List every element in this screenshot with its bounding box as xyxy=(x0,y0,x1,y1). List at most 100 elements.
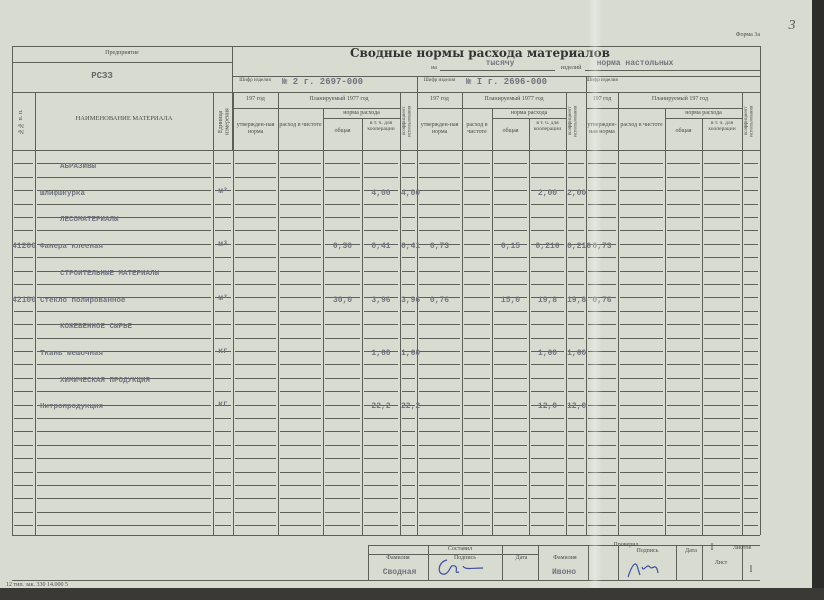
cell-value: 0,41 xyxy=(401,242,421,251)
rule-line xyxy=(667,391,700,392)
rule-line xyxy=(744,418,758,419)
checked-surname-label: Фамилия xyxy=(553,555,577,561)
rule-line xyxy=(37,324,211,325)
rule-line xyxy=(235,311,276,312)
code-label: Шифр изделия xyxy=(423,78,456,83)
rule-line xyxy=(667,445,700,446)
rule-line xyxy=(325,177,360,178)
rule-line xyxy=(531,297,564,298)
rule-line xyxy=(531,163,564,164)
rule-line xyxy=(280,351,321,352)
rule-line xyxy=(531,525,564,526)
rule-line xyxy=(215,257,231,258)
rule-line xyxy=(568,311,584,312)
rule-line xyxy=(325,472,360,473)
rule-line xyxy=(280,405,321,406)
rule-line xyxy=(667,177,700,178)
rule-line xyxy=(464,431,490,432)
unit-value xyxy=(214,321,232,331)
column-divider xyxy=(12,46,13,535)
rule-line xyxy=(402,271,415,272)
rule-line xyxy=(402,351,415,352)
rule-line xyxy=(14,217,33,218)
rule-line xyxy=(492,118,566,119)
rule-line xyxy=(464,284,490,285)
rule-line xyxy=(364,217,398,218)
rule-line xyxy=(419,190,460,191)
rule-line xyxy=(464,204,490,205)
rule-line xyxy=(531,244,564,245)
cell-value: 0,15 xyxy=(500,242,521,251)
rule-line xyxy=(325,204,360,205)
rule-line xyxy=(568,364,584,365)
cell-value: 22,2 xyxy=(371,402,391,411)
rule-line xyxy=(280,525,321,526)
rule-line xyxy=(215,244,231,245)
column-divider xyxy=(676,545,677,580)
rule-line xyxy=(620,311,663,312)
column-divider xyxy=(417,92,418,535)
rule-line xyxy=(464,324,490,325)
rule-line xyxy=(568,257,584,258)
column-divider xyxy=(586,92,587,535)
material-name: Нитропродукция xyxy=(40,403,104,411)
rule-line xyxy=(568,297,584,298)
rule-line xyxy=(215,271,231,272)
rule-line xyxy=(620,458,663,459)
rule-line xyxy=(568,244,584,245)
rule-line xyxy=(215,324,231,325)
column-divider xyxy=(588,545,589,580)
rule-line xyxy=(568,271,584,272)
rule-line xyxy=(620,284,663,285)
rule-line xyxy=(215,405,231,406)
section-heading: КОЖЕВЕННОЕ СЫРЬЕ xyxy=(60,323,133,331)
column-divider xyxy=(213,92,214,535)
rule-line xyxy=(464,217,490,218)
section-heading: СТРОИТЕЛЬНЫЕ МАТЕРИАЛЫ xyxy=(60,270,160,278)
rule-line xyxy=(704,257,740,258)
rule-line xyxy=(531,418,564,419)
rule-line xyxy=(325,445,360,446)
column-divider xyxy=(428,545,429,580)
sheets-label: Листов xyxy=(722,545,762,553)
rule-line xyxy=(704,472,740,473)
rule-line xyxy=(620,418,663,419)
rule-line xyxy=(402,163,415,164)
rule-line xyxy=(215,311,231,312)
product-code: № I г. 2696-000 xyxy=(466,77,548,87)
signature-checked xyxy=(620,555,675,580)
rule-line xyxy=(744,445,758,446)
rule-line xyxy=(14,498,33,499)
rule-line xyxy=(494,297,527,298)
rule-line xyxy=(14,378,33,379)
column-divider xyxy=(323,108,324,535)
rule-line xyxy=(667,163,700,164)
cell-value: 22,2 xyxy=(401,402,421,411)
rule-line xyxy=(37,271,211,272)
rule-line xyxy=(620,297,663,298)
rule-line xyxy=(667,297,700,298)
rule-line xyxy=(235,351,276,352)
rule-line xyxy=(494,498,527,499)
compiled-name: Сводная xyxy=(382,568,417,577)
rule-line xyxy=(494,378,527,379)
rule-line xyxy=(417,108,566,109)
rule-line xyxy=(531,257,564,258)
column-divider xyxy=(742,92,743,535)
column-divider xyxy=(665,108,666,535)
rule-line xyxy=(37,351,211,352)
rule-line xyxy=(325,271,360,272)
rule-line xyxy=(531,391,564,392)
rule-line xyxy=(402,498,415,499)
rule-line xyxy=(402,485,415,486)
column-divider xyxy=(462,92,463,535)
material-name: Стекло полированное xyxy=(40,297,126,305)
rule-line xyxy=(235,338,276,339)
rule-line xyxy=(620,190,663,191)
rule-line xyxy=(588,271,616,272)
rule-line xyxy=(419,257,460,258)
rule-line xyxy=(667,472,700,473)
rule-line xyxy=(464,271,490,272)
rule-line xyxy=(402,311,415,312)
rule-line xyxy=(494,324,527,325)
